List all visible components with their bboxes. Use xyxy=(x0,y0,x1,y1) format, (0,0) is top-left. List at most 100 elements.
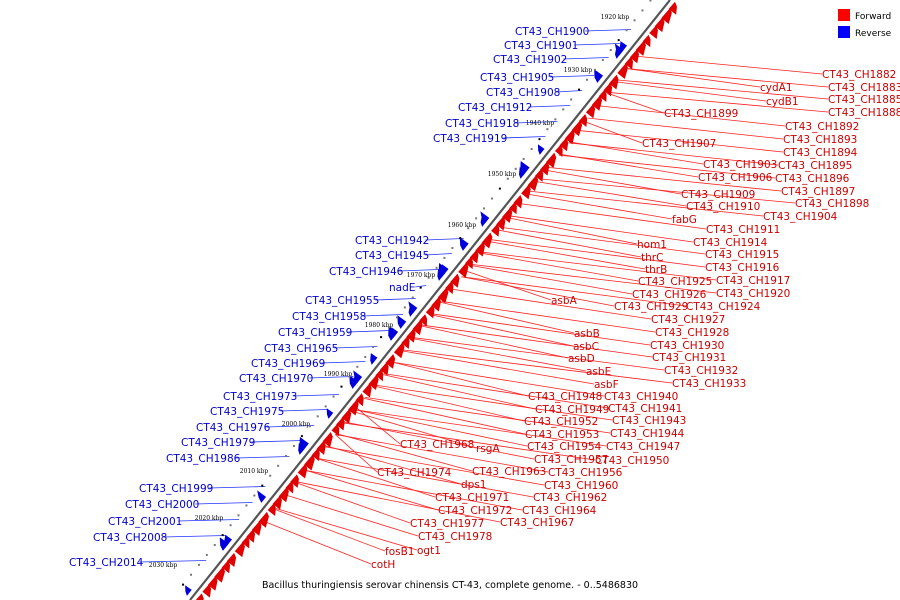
forward-gene-arrow xyxy=(304,454,315,471)
forward-gene-label: asbB xyxy=(574,328,600,340)
reverse-gene-label: CT43_CH1912 xyxy=(458,102,532,114)
forward-leader-line xyxy=(585,121,643,144)
legend-reverse-swatch xyxy=(838,26,850,38)
forward-gene-arrow xyxy=(241,536,250,549)
forward-gene-label: CT43_CH1948 xyxy=(528,391,602,403)
forward-gene-label: CT43_CH1960 xyxy=(544,480,618,492)
forward-leader-line xyxy=(500,226,706,255)
forward-gene-label: hom1 xyxy=(637,239,667,251)
reverse-leader-line xyxy=(399,269,440,272)
forward-gene-arrow xyxy=(521,184,531,200)
forward-leader-line xyxy=(451,288,652,320)
reverse-gene-arrow xyxy=(257,490,267,503)
forward-leader-line xyxy=(558,154,776,179)
scale-tick-mark xyxy=(364,355,367,358)
forward-gene-arrow xyxy=(578,113,588,127)
forward-leader-line xyxy=(489,241,646,270)
forward-gene-label: CT43_CH1925 xyxy=(638,276,712,288)
forward-gene-arrow xyxy=(207,575,218,591)
forward-gene-arrow xyxy=(603,82,613,97)
forward-leader-line xyxy=(607,93,665,114)
forward-gene-label: CT43_CH1882 xyxy=(822,69,896,81)
forward-gene-arrow xyxy=(491,223,500,237)
reverse-gene-label: CT43_CH2000 xyxy=(125,499,199,511)
reverse-gene-label: CT43_CH1975 xyxy=(210,406,284,418)
scale-tick-mark xyxy=(467,227,470,230)
forward-gene-arrow xyxy=(629,49,640,64)
scale-tick-mark xyxy=(213,544,216,547)
scale-tick-mark xyxy=(586,78,589,81)
forward-gene-arrow xyxy=(341,408,352,424)
forward-leader-line xyxy=(412,337,665,371)
forward-gene-arrow xyxy=(246,529,256,543)
forward-gene-arrow xyxy=(624,56,634,70)
forward-leader-line xyxy=(509,215,694,243)
forward-gene-label: CT43_CH1931 xyxy=(652,352,726,364)
reverse-gene-arrow xyxy=(223,534,233,548)
reverse-leader-line xyxy=(425,238,464,241)
scale-tick-label: 2010 kbp xyxy=(240,468,269,475)
forward-gene-arrow xyxy=(375,368,384,382)
forward-gene-label: CT43_CH1911 xyxy=(706,224,780,236)
legend-forward-swatch xyxy=(838,9,850,21)
reverse-gene-label: CT43_CH2014 xyxy=(69,557,144,569)
scale-tick-mark xyxy=(506,177,509,180)
reverse-gene-label: CT43_CH1965 xyxy=(264,343,338,355)
reverse-gene-arrow xyxy=(537,144,545,155)
forward-leader-line xyxy=(297,481,501,523)
forward-gene-arrow xyxy=(469,249,479,264)
forward-leader-line xyxy=(353,411,477,449)
forward-gene-arrow xyxy=(355,393,364,407)
forward-leader-line xyxy=(480,252,639,282)
forward-leader-line xyxy=(490,239,706,268)
reverse-gene-label: CT43_CH1976 xyxy=(196,422,271,434)
forward-gene-label: CT43_CH1892 xyxy=(785,121,859,133)
scale-tick-mark xyxy=(530,148,533,151)
forward-gene-arrow xyxy=(635,40,646,56)
forward-gene-label: asbA xyxy=(551,295,578,307)
forward-gene-label: CT43_CH1947 xyxy=(606,441,680,453)
forward-leader-line xyxy=(374,384,613,421)
forward-gene-label: asbE xyxy=(586,366,611,378)
forward-genes xyxy=(195,1,677,600)
scale-tick-mark xyxy=(197,563,200,566)
scale-tick-mark xyxy=(221,534,224,537)
reverse-gene-arrow xyxy=(353,370,363,383)
reverse-leader-line xyxy=(139,560,207,563)
forward-gene-arrow xyxy=(316,440,326,455)
forward-leader-line xyxy=(578,130,784,153)
forward-leader-line xyxy=(548,167,782,192)
forward-gene-label: rsgA xyxy=(476,443,500,455)
reverse-leader-line xyxy=(563,57,609,60)
forward-gene-label: CT43_CH1927 xyxy=(651,314,725,326)
reverse-gene-arrow xyxy=(391,327,399,338)
reverse-leader-line xyxy=(515,121,558,124)
scale-tick-mark xyxy=(617,39,620,42)
forward-gene-arrow xyxy=(465,256,473,270)
reverse-leader-line xyxy=(550,75,595,78)
forward-gene-arrow xyxy=(554,144,563,157)
forward-gene-label: CT43_CH1933 xyxy=(672,378,746,390)
forward-gene-label: CT43_CH1930 xyxy=(650,340,724,352)
forward-gene-label: CT43_CH1972 xyxy=(438,505,512,517)
forward-gene-arrow xyxy=(322,431,333,448)
forward-leader-line xyxy=(334,434,378,473)
reverse-leader-line xyxy=(375,298,416,301)
forward-leader-line xyxy=(325,446,545,486)
forward-leader-line xyxy=(326,445,462,485)
forward-leader-line xyxy=(618,79,829,100)
forward-gene-label: CT43_CH1967 xyxy=(500,517,574,529)
forward-gene-arrow xyxy=(195,593,204,600)
forward-gene-label: asbD xyxy=(568,353,595,365)
reverse-gene-label: CT43_CH1970 xyxy=(239,373,313,385)
forward-gene-arrow xyxy=(559,137,569,152)
forward-gene-label: CT43_CH1953 xyxy=(525,429,599,441)
forward-leader-line xyxy=(471,264,717,294)
reverse-gene-arrow xyxy=(408,301,418,314)
forward-gene-arrow xyxy=(571,120,583,137)
reverse-gene-label: CT43_CH1945 xyxy=(355,250,429,262)
reverse-gene-label: CT43_CH1946 xyxy=(329,266,404,278)
forward-gene-arrow xyxy=(445,281,454,295)
forward-gene-arrow xyxy=(251,521,262,536)
